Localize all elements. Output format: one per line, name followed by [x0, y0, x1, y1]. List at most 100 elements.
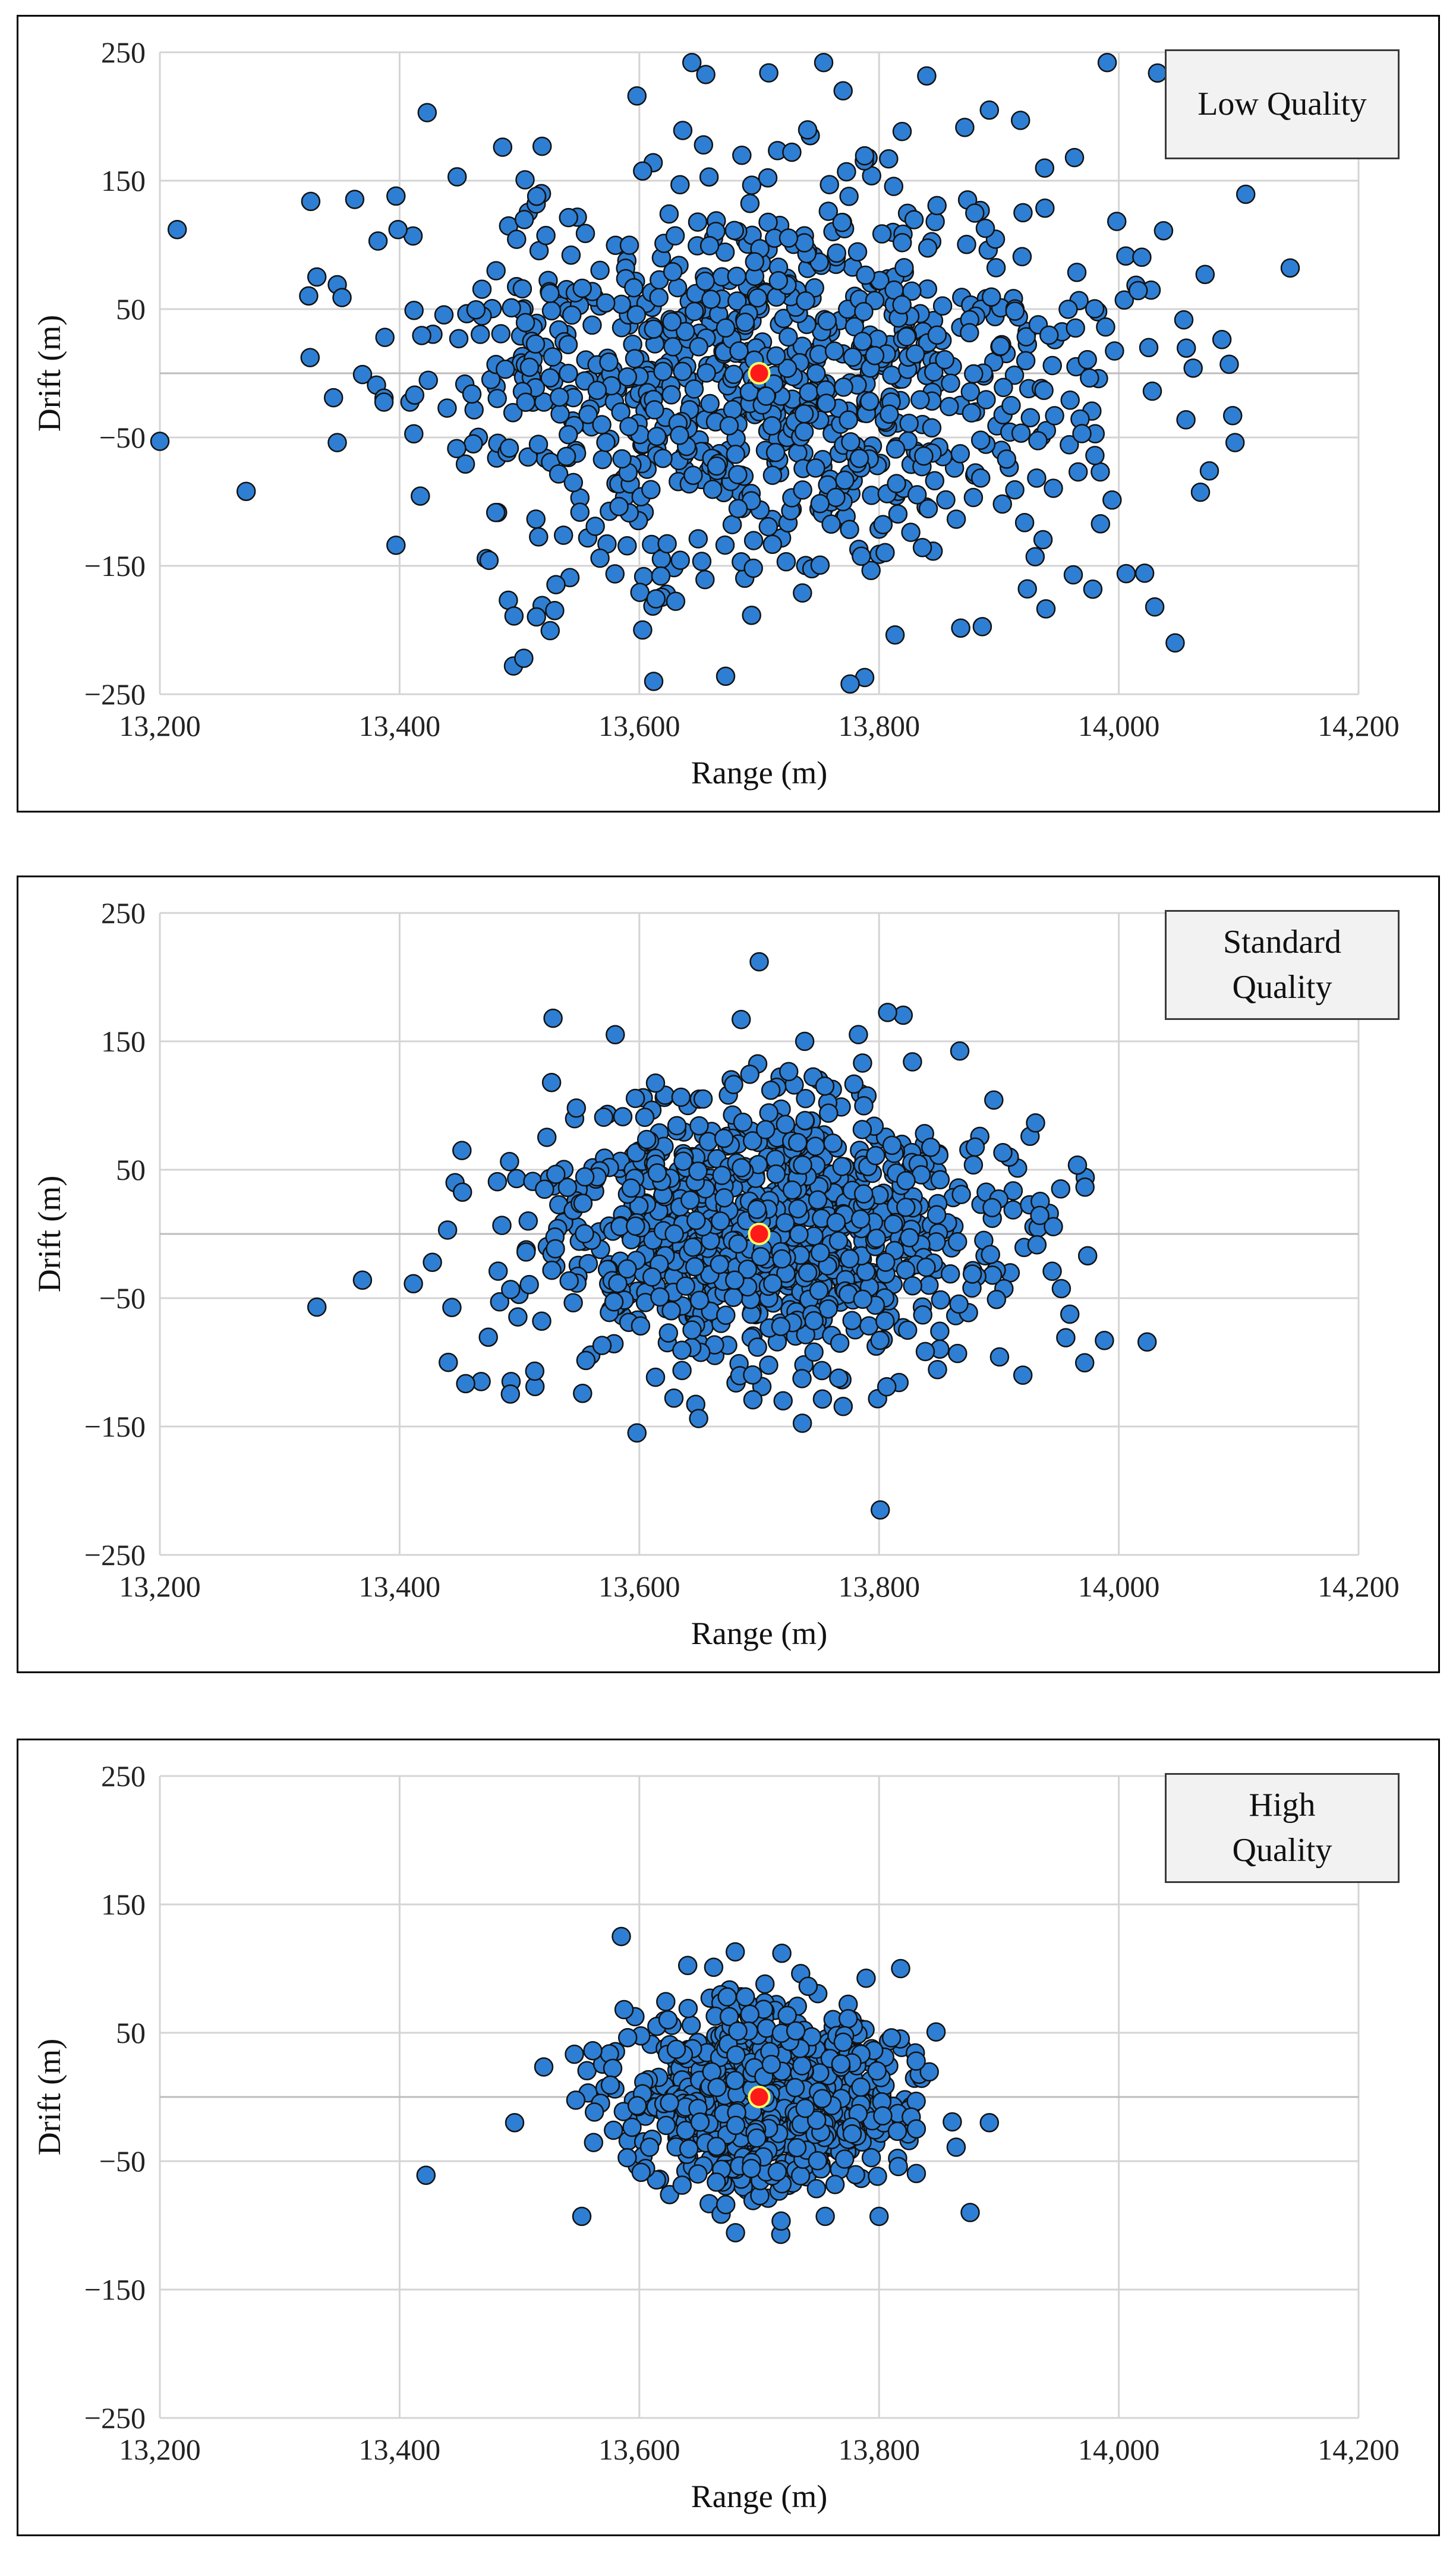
scatter-point	[950, 444, 970, 464]
scatter-point	[852, 1120, 872, 1139]
scatter-point	[936, 490, 956, 510]
scatter-point	[947, 1232, 967, 1252]
scatter-point	[777, 358, 798, 378]
scatter-point	[670, 550, 690, 570]
scatter-point	[562, 305, 582, 325]
scatter-point	[1165, 633, 1185, 653]
scatter-point	[940, 396, 959, 417]
scatter-point	[1190, 482, 1211, 502]
scatter-point	[866, 1229, 887, 1248]
scatter-point	[875, 1311, 895, 1331]
scatter-point	[1085, 446, 1105, 465]
scatter-point	[904, 210, 924, 229]
scatter-point	[906, 2051, 926, 2071]
scatter-point	[1011, 423, 1031, 443]
scatter-point	[596, 433, 616, 452]
scatter-point	[416, 2165, 436, 2186]
scatter-point	[437, 398, 457, 418]
scatter-point	[689, 1409, 708, 1428]
scatter-point	[418, 370, 438, 391]
scatter-point	[688, 1161, 708, 1181]
scatter-point	[496, 360, 515, 379]
y-tick-label: 250	[101, 1759, 146, 1793]
scatter-point	[1176, 338, 1196, 358]
scatter-point	[603, 2058, 623, 2079]
scatter-point	[447, 439, 467, 458]
scatter-point	[795, 1031, 815, 1051]
scatter-point	[611, 402, 631, 422]
scatter-point	[559, 363, 578, 383]
scatter-point	[833, 2032, 853, 2052]
scatter-point	[490, 1292, 510, 1312]
scatter-point	[1051, 1279, 1071, 1299]
scatter-point	[1116, 246, 1136, 266]
scatter-point	[853, 1053, 872, 1073]
scatter-point	[553, 525, 573, 545]
x-tick-label: 13,200	[119, 709, 201, 742]
scatter-point	[740, 2004, 759, 2024]
scatter-point	[698, 1132, 718, 1151]
scatter-point	[688, 529, 708, 549]
scatter-point	[1134, 563, 1155, 583]
scatter-point	[882, 1135, 902, 1155]
scatter-point	[491, 324, 511, 344]
scatter-point	[792, 1369, 812, 1388]
scatter-point	[873, 2106, 893, 2126]
scatter-point	[666, 591, 686, 611]
scatter-point	[779, 327, 798, 347]
scatter-point	[838, 2008, 858, 2029]
scatter-point	[880, 404, 899, 424]
scatter-point	[1148, 63, 1168, 83]
scatter-point	[658, 1323, 679, 1343]
scatter-point	[866, 1145, 885, 1166]
scatter-point	[1016, 327, 1036, 347]
scatter-point	[930, 1170, 950, 1190]
scatter-point	[537, 1128, 557, 1147]
scatter-point	[790, 2166, 811, 2186]
scatter-point	[680, 1190, 700, 1210]
scatter-point	[856, 1969, 876, 1988]
scatter-point	[641, 480, 661, 500]
scatter-point	[979, 100, 1000, 120]
scatter-point	[849, 448, 869, 468]
scatter-point	[941, 373, 960, 393]
scatter-point	[405, 385, 425, 405]
scatter-point	[631, 2162, 651, 2182]
scatter-point	[726, 2223, 745, 2243]
scatter-point	[793, 583, 812, 603]
y-tick-label: −50	[99, 2145, 146, 2178]
scatter-point	[777, 2005, 797, 2025]
scatter-point	[559, 207, 578, 228]
scatter-point	[893, 1005, 913, 1025]
scatter-point	[812, 1389, 833, 1409]
scatter-point	[951, 1185, 971, 1204]
scatter-point	[1027, 1235, 1047, 1255]
scatter-point	[825, 2175, 845, 2194]
scatter-point	[404, 424, 424, 444]
scatter-point	[804, 1311, 824, 1331]
scatter-point	[776, 552, 796, 572]
scatter-point	[1183, 358, 1203, 378]
scatter-point	[707, 2172, 726, 2192]
scatter-point	[1128, 281, 1148, 301]
y-axis-title: Drift (m)	[31, 2039, 67, 2155]
scatter-point	[374, 392, 394, 412]
scatter-point	[762, 465, 783, 485]
scatter-point	[842, 2124, 862, 2144]
x-tick-label: 13,600	[598, 709, 680, 742]
scatter-point	[609, 496, 629, 517]
scatter-point	[907, 485, 927, 505]
scatter-point	[928, 1359, 947, 1380]
scatter-point	[604, 1292, 624, 1312]
scatter-point	[647, 1163, 667, 1183]
y-tick-label: 50	[116, 292, 146, 326]
scatter-point	[771, 1317, 791, 1336]
scatter-point	[875, 1252, 896, 1272]
scatter-point	[464, 434, 483, 454]
scatter-point	[626, 305, 647, 325]
scatter-point	[1026, 1113, 1045, 1133]
scatter-point	[650, 1287, 670, 1307]
x-tick-label: 13,200	[119, 1570, 201, 1603]
scatter-point	[695, 569, 715, 590]
scatter-point	[624, 278, 644, 298]
